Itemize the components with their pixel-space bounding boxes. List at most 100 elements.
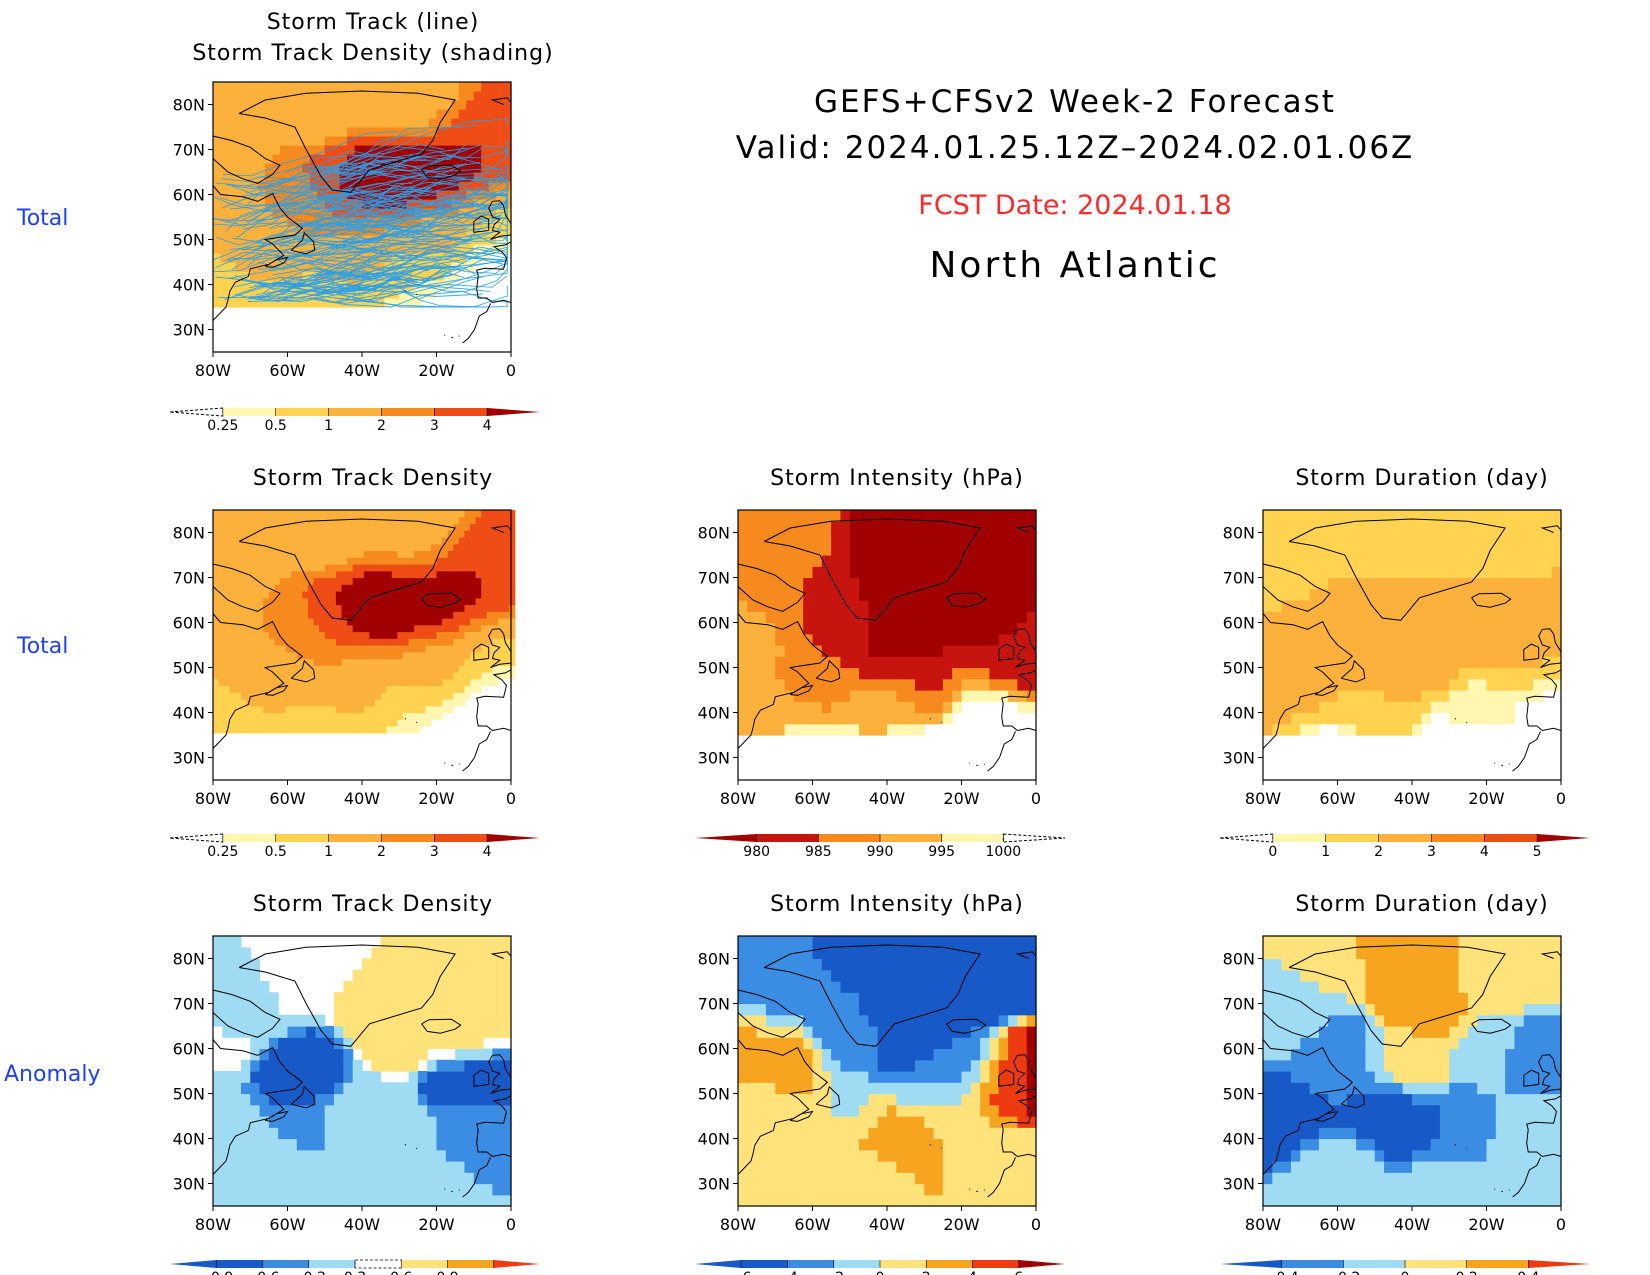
- field-cell: [747, 510, 758, 522]
- lon-tick-label: 80W: [195, 361, 231, 380]
- field-cell: [436, 678, 443, 687]
- field-cell: [430, 651, 438, 660]
- field-cell: [933, 566, 944, 579]
- field-cell: [257, 692, 264, 700]
- field-cell: [793, 521, 804, 534]
- anomaly-cell: [250, 992, 261, 1005]
- field-cell: [235, 537, 242, 545]
- field-cell: [1449, 521, 1460, 534]
- field-cell: [307, 570, 315, 579]
- anomaly-cell: [343, 1059, 354, 1072]
- field-cell: [1318, 555, 1329, 567]
- field-cell: [887, 622, 897, 635]
- field-cell: [464, 516, 471, 525]
- field-cell: [868, 611, 879, 624]
- anomaly-cell: [315, 1161, 326, 1173]
- field-cell: [803, 521, 814, 534]
- field-cell: [375, 726, 382, 734]
- field-cell: [436, 145, 445, 155]
- field-cell: [335, 699, 343, 707]
- anomaly-cell: [408, 1026, 419, 1038]
- anomaly-cell: [362, 1149, 372, 1162]
- field-cell: [406, 100, 415, 110]
- field-cell: [291, 523, 298, 531]
- field-cell: [399, 298, 408, 308]
- field-cell: [419, 651, 426, 660]
- anomaly-cell: [287, 1183, 298, 1196]
- field-cell: [375, 516, 382, 525]
- field-cell: [453, 618, 460, 626]
- field-cell: [335, 543, 343, 552]
- field-cell: [406, 298, 415, 308]
- field-cell: [831, 555, 842, 567]
- field-cell: [274, 550, 281, 558]
- field-cell: [402, 726, 410, 734]
- field-cell: [227, 280, 236, 290]
- field-cell: [425, 591, 432, 599]
- anomaly-cell: [222, 1014, 233, 1027]
- field-cell: [1026, 510, 1037, 522]
- anomaly-cell: [389, 1059, 400, 1072]
- field-cell: [436, 190, 445, 200]
- field-cell: [347, 624, 354, 633]
- anomaly-cell: [380, 1014, 391, 1027]
- field-cell: [1551, 678, 1562, 691]
- anomaly-cell: [287, 1161, 298, 1173]
- field-cell: [419, 557, 426, 565]
- field-cell: [453, 678, 460, 687]
- field-cell: [330, 510, 337, 518]
- field-cell: [436, 136, 445, 146]
- field-cell: [341, 570, 348, 579]
- anomaly-cell: [231, 947, 242, 960]
- field-cell: [339, 235, 348, 245]
- field-cell: [970, 566, 981, 579]
- field-cell: [280, 91, 289, 101]
- field-cell: [280, 577, 287, 585]
- anomaly-cell: [222, 936, 233, 948]
- field-cell: [235, 271, 244, 281]
- field-cell: [324, 543, 331, 552]
- field-cell: [914, 701, 925, 714]
- field-cell: [380, 705, 387, 714]
- field-cell: [408, 719, 415, 727]
- field-cell: [362, 82, 371, 92]
- anomaly-cell: [483, 1059, 493, 1072]
- field-cell: [235, 638, 242, 646]
- field-cell: [246, 530, 253, 538]
- anomaly-cell: [306, 1093, 317, 1106]
- field-cell: [470, 570, 477, 579]
- field-cell: [235, 604, 242, 612]
- field-cell: [492, 645, 499, 653]
- field-cell: [738, 532, 748, 545]
- field-cell: [280, 726, 287, 734]
- field-cell: [421, 280, 430, 290]
- field-cell: [313, 618, 320, 626]
- anomaly-cell: [427, 1183, 438, 1196]
- field-cell: [369, 199, 378, 209]
- field-cell: [738, 656, 748, 669]
- field-cell: [358, 645, 365, 653]
- field-cell: [475, 685, 482, 693]
- field-cell: [453, 557, 460, 565]
- anomaly-cell: [445, 1127, 456, 1140]
- field-cell: [419, 665, 426, 673]
- field-cell: [257, 82, 266, 92]
- anomaly-cell: [315, 1048, 326, 1061]
- anomaly-cell: [408, 1104, 419, 1117]
- field-cell: [268, 678, 276, 687]
- field-cell: [369, 523, 376, 531]
- field-cell: [280, 564, 287, 572]
- field-cell: [447, 611, 454, 619]
- field-cell: [406, 280, 415, 290]
- field-cell: [386, 665, 393, 673]
- field-cell: [451, 253, 460, 263]
- field-cell: [464, 550, 471, 558]
- field-cell: [302, 172, 311, 182]
- field-cell: [1026, 678, 1037, 691]
- field-cell: [263, 530, 270, 538]
- field-cell: [213, 577, 220, 585]
- field-cell: [859, 521, 869, 534]
- anomaly-cell: [296, 1059, 307, 1072]
- field-cell: [451, 271, 460, 281]
- field-cell: [419, 645, 426, 653]
